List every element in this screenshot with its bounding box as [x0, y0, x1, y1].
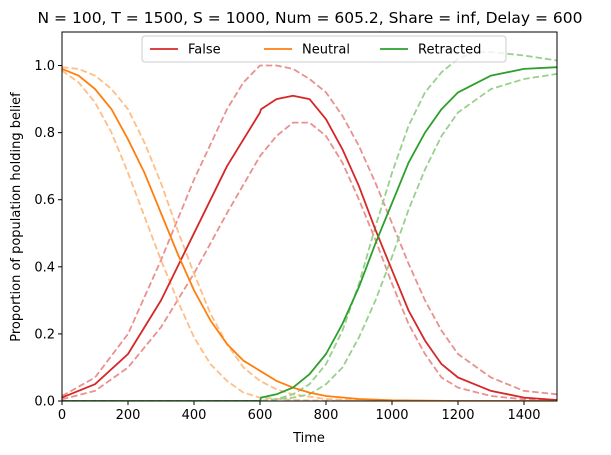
- series-line-retracted: [62, 66, 557, 401]
- y-tick-label: 0.2: [34, 327, 55, 342]
- x-tick-label: 600: [248, 408, 273, 423]
- x-tick-label: 1400: [507, 408, 540, 423]
- legend: False Neutral Retracted: [141, 35, 507, 63]
- series-line-neutral: [62, 68, 557, 401]
- x-tick-label: 1000: [375, 408, 408, 423]
- y-axis-label: Proportion of population holding belief: [9, 92, 24, 342]
- series-line-dashed-7: [62, 51, 557, 401]
- y-tick-label: 0.0: [34, 395, 55, 410]
- x-tick-label: 0: [58, 408, 66, 423]
- series-line-dashed-8: [62, 73, 557, 401]
- y-tick-label: 1.0: [34, 59, 55, 74]
- x-tick-label: 400: [182, 408, 207, 423]
- plot-frame: [61, 31, 558, 402]
- x-tick-label: 200: [116, 408, 141, 423]
- y-tick-label: 0.8: [34, 126, 55, 141]
- plot-area: [62, 51, 557, 401]
- chart-title: N = 100, T = 1500, S = 1000, Num = 605.2…: [38, 9, 583, 27]
- series-line-dashed-3: [62, 64, 557, 397]
- legend-label-retracted: Retracted: [418, 43, 481, 58]
- y-tick-label: 0.4: [34, 260, 55, 275]
- series-line-dashed-6: [62, 69, 557, 401]
- series-line-dashed-5: [62, 66, 557, 401]
- x-axis-label: Time: [292, 431, 325, 446]
- legend-box: [141, 35, 507, 63]
- y-tick-label: 0.6: [34, 193, 55, 208]
- x-tick-label: 1200: [441, 408, 474, 423]
- legend-label-false: False: [188, 43, 221, 58]
- axes: 0 200 400 600 800 1000 1200 1400 0.0 0.2 0.4 0.6 0.8…: [34, 31, 558, 423]
- series-line-false: [62, 94, 557, 401]
- series-line-dashed-4: [62, 121, 557, 401]
- legend-label-neutral: Neutral: [302, 43, 350, 58]
- x-tick-label: 800: [314, 408, 339, 423]
